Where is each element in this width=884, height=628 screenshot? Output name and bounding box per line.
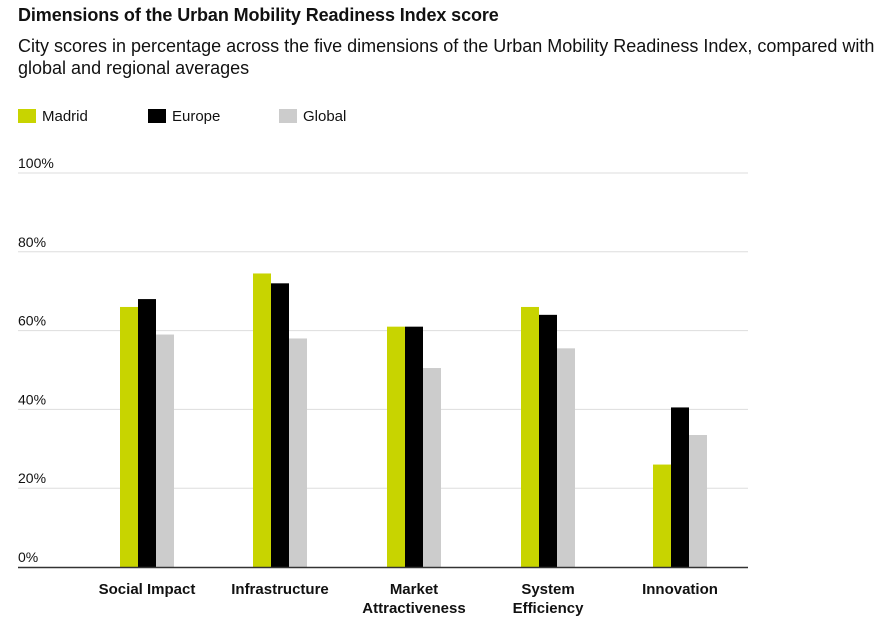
bar-madrid-0 [120, 306, 138, 567]
bar-europe-1 [271, 283, 289, 567]
y-tick-label: 40% [18, 391, 46, 407]
legend-label-global: Global [303, 107, 347, 125]
y-tick-label: 100% [18, 155, 54, 171]
bar-europe-4 [671, 407, 689, 567]
y-tick-label: 20% [18, 470, 46, 486]
x-category-label: Social Impact [99, 581, 196, 598]
bar-europe-0 [138, 299, 156, 567]
y-tick-label: 60% [18, 313, 46, 329]
legend-swatch-europe [148, 109, 166, 123]
bar-madrid-2 [387, 326, 405, 567]
legend-swatch-madrid [18, 109, 36, 123]
legend-label-europe: Europe [172, 107, 221, 125]
y-tick-label: 0% [18, 549, 38, 565]
x-category-label: Innovation [642, 581, 718, 598]
bar-europe-3 [539, 314, 557, 567]
legend-item-europe: Europe [148, 106, 220, 126]
chart-subtitle: City scores in percentage across the fiv… [18, 36, 875, 78]
x-category-label: System Efficiency [513, 581, 585, 617]
legend-swatch-global [279, 109, 297, 123]
bar-madrid-3 [521, 306, 539, 567]
legend-label-madrid: Madrid [42, 107, 88, 125]
bar-global-2 [423, 368, 441, 567]
bar-global-0 [156, 334, 174, 567]
chart-title: Dimensions of the Urban Mobility Readine… [18, 5, 499, 25]
legend: Madrid Europe Global [18, 106, 518, 126]
y-tick-label: 80% [18, 234, 46, 250]
x-category-label: Market Attractiveness [362, 581, 465, 617]
bar-global-1 [289, 338, 307, 567]
legend-item-madrid: Madrid [18, 106, 88, 126]
bar-global-3 [557, 348, 575, 567]
bar-madrid-1 [253, 273, 271, 567]
bar-madrid-4 [653, 464, 671, 567]
x-category-label: Infrastructure [231, 581, 329, 598]
legend-item-global: Global [279, 106, 346, 126]
bar-europe-2 [405, 326, 423, 567]
bar-global-4 [689, 435, 707, 567]
